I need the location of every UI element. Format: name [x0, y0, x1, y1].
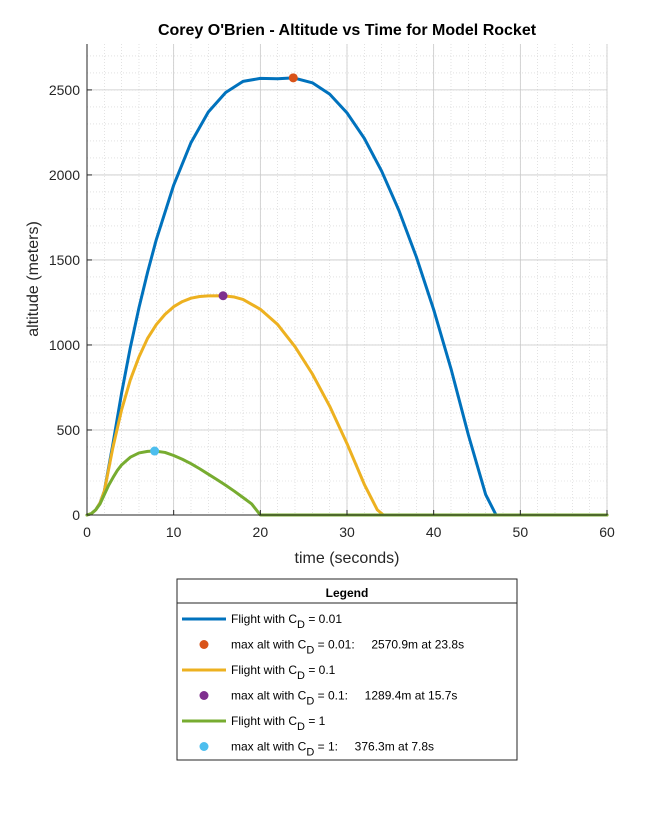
series-3-marker	[218, 291, 228, 301]
series-5-marker	[150, 446, 160, 456]
x-tick-label: 40	[426, 524, 442, 540]
legend-entries: Flight with CD = 0.01 max alt with CD = 0…	[182, 612, 464, 759]
legend-label-0: Flight with CD = 0.01	[231, 612, 342, 631]
legend-marker-5	[199, 742, 209, 751]
series-0-line	[85, 76, 609, 517]
series-2-line	[85, 294, 609, 517]
legend-label-4: Flight with CD = 1	[231, 714, 326, 733]
y-tick-label: 0	[72, 507, 80, 523]
y-tick-label: 500	[57, 422, 81, 438]
legend-marker-1	[199, 640, 209, 649]
legend-label-3: max alt with CD = 0.1: 1289.4m at 15.7s	[231, 689, 457, 708]
legend-label-2: Flight with CD = 0.1	[231, 663, 336, 682]
x-tick-label: 60	[599, 524, 615, 540]
x-tick-label: 10	[166, 524, 182, 540]
legend-marker-3	[199, 691, 209, 700]
y-tick-label: 2000	[49, 167, 80, 183]
legend-title: Legend	[326, 586, 369, 600]
y-tick-label: 1000	[49, 337, 80, 353]
series-1-marker	[288, 73, 298, 83]
legend: Legend Flight with CD = 0.01 max alt with…	[176, 578, 518, 761]
legend-label-5: max alt with CD = 1: 376.3m at 7.8s	[231, 740, 434, 759]
chart-title: Corey O'Brien - Altitude vs Time for Mod…	[158, 22, 537, 39]
x-tick-label: 50	[513, 524, 529, 540]
x-tick-label: 20	[253, 524, 269, 540]
legend-box	[176, 578, 518, 761]
legend-label-1: max alt with CD = 0.01: 2570.9m at 23.8s	[231, 638, 464, 657]
y-tick-label: 2500	[49, 82, 80, 98]
axes	[86, 44, 608, 516]
tick-labels: 0 10 20 30 40 50 60 0 500 1000 1500 2000 2500	[49, 82, 615, 540]
y-tick-label: 1500	[49, 252, 80, 268]
x-tick-label: 0	[83, 524, 91, 540]
x-tick-label: 30	[339, 524, 355, 540]
y-axis-label: altitude (meters)	[25, 221, 42, 337]
x-axis-label: time (seconds)	[295, 550, 400, 567]
